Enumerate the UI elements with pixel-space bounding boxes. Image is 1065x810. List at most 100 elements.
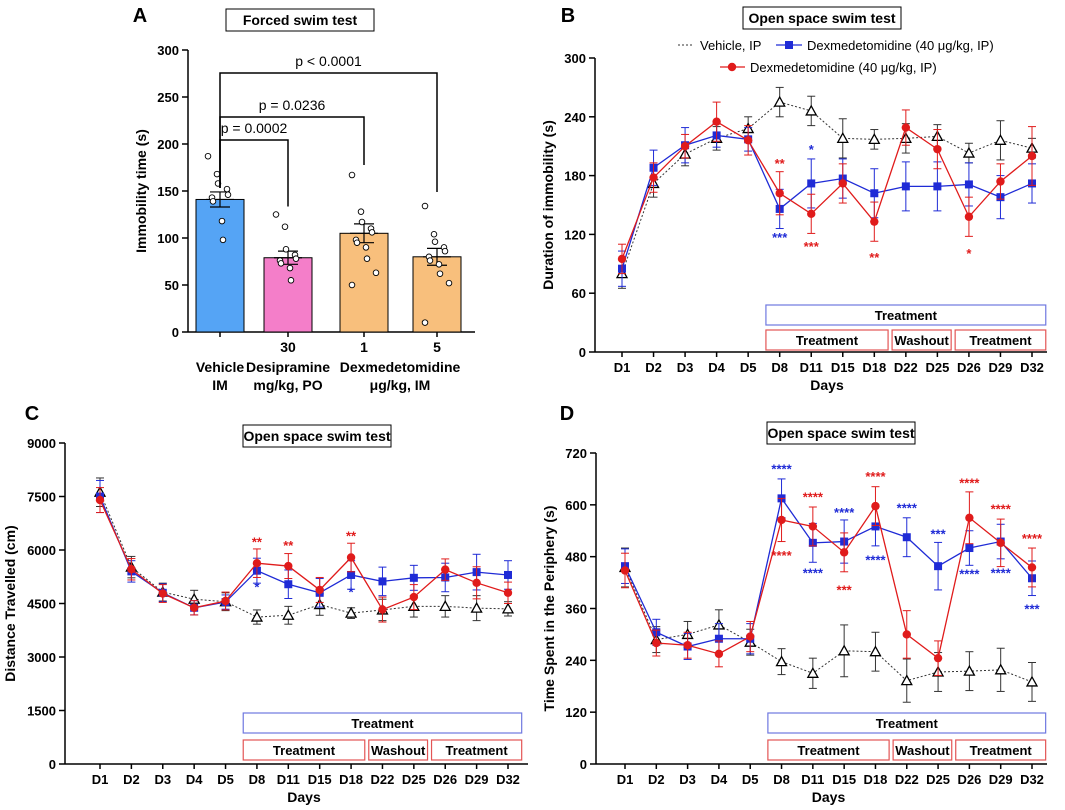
y-axis: 0 50 100 150 200 250 300 Immobility time (s) xyxy=(133,43,189,340)
x-tick-label: D3 xyxy=(679,772,696,787)
y-axis: 0 60 120 180 240 300 Duration of immobility (s… xyxy=(540,51,596,360)
data-point xyxy=(965,544,974,553)
data-point xyxy=(1025,675,1039,687)
data-point xyxy=(900,674,913,686)
significance-star: **** xyxy=(771,462,792,477)
x-tick-label: D15 xyxy=(832,772,856,787)
panel-letter: C xyxy=(25,403,39,425)
x-tick-label: D15 xyxy=(308,772,332,787)
significance-star: ** xyxy=(869,250,880,265)
data-point xyxy=(902,533,911,542)
x-tick-label: D8 xyxy=(249,772,266,787)
data-point xyxy=(95,495,105,505)
bracket-line xyxy=(219,72,438,193)
data-point xyxy=(775,655,788,667)
treatment-period-box xyxy=(242,712,523,734)
significance-star: **** xyxy=(865,552,886,567)
data-point xyxy=(281,223,289,230)
y-axis-label: Immobility time (s) xyxy=(133,129,149,253)
y-tick-label: 1500 xyxy=(27,704,56,719)
panel-title: Open space swim test xyxy=(243,428,390,444)
y-tick-label: 150 xyxy=(157,184,179,199)
data-point xyxy=(421,202,429,210)
data-point xyxy=(901,123,911,132)
series-line xyxy=(621,101,1033,274)
phase-box xyxy=(765,329,889,351)
series-blue xyxy=(618,123,1036,287)
data-point xyxy=(806,666,819,678)
significance-bracket: p < 0.0001 xyxy=(219,53,438,193)
data-point xyxy=(714,649,724,659)
data-point xyxy=(426,257,434,264)
significance-star: **** xyxy=(959,476,980,491)
data-point xyxy=(869,645,882,657)
phase-label: Treatment xyxy=(446,743,509,758)
data-point xyxy=(680,142,690,151)
data-point xyxy=(868,133,881,144)
data-point xyxy=(436,270,444,277)
y-axis-label: Duration of immobility (s) xyxy=(540,120,556,290)
significance-star: * xyxy=(809,142,815,157)
series-line xyxy=(624,504,1033,660)
data-point xyxy=(409,573,418,582)
y-tick-label: 60 xyxy=(572,286,586,301)
significance-star: *** xyxy=(837,583,853,598)
significance-star: *** xyxy=(930,527,946,542)
significance-star: **** xyxy=(991,565,1012,580)
data-point xyxy=(652,638,661,648)
data-point xyxy=(503,588,513,597)
y-tick-label: 0 xyxy=(172,325,179,340)
x-tick-label: D25 xyxy=(925,360,949,375)
phase-box xyxy=(368,739,429,761)
y-tick-label: 360 xyxy=(565,602,587,617)
data-point xyxy=(838,644,851,656)
series-red xyxy=(620,486,1037,676)
data-point xyxy=(871,501,880,511)
data-point xyxy=(409,592,419,602)
x-tick-label: D11 xyxy=(801,772,824,787)
data-point xyxy=(292,255,300,262)
data-point xyxy=(964,180,973,189)
treatment-period-box xyxy=(767,712,1047,734)
significance-star: **** xyxy=(959,566,980,581)
data-point xyxy=(353,239,361,246)
x-tick-label: D3 xyxy=(154,772,171,787)
y-tick-label: 480 xyxy=(565,550,587,565)
significance-star: * xyxy=(349,584,355,599)
series-line xyxy=(624,496,1033,648)
significance-star: **** xyxy=(897,501,918,516)
phase-label: Treatment xyxy=(273,743,336,758)
x-tick-label: D22 xyxy=(371,772,395,787)
series-line xyxy=(99,492,509,618)
y-axis-label: Time Spent in the Periphery (s) xyxy=(541,506,557,712)
y-tick-label: 240 xyxy=(564,110,586,125)
x-tick-label: D1 xyxy=(92,772,109,787)
significance-star: ** xyxy=(283,538,294,553)
y-tick-label: 300 xyxy=(564,51,586,66)
data-point xyxy=(501,602,515,614)
series-line xyxy=(621,120,1033,260)
data-point xyxy=(994,133,1007,145)
data-point xyxy=(472,578,481,588)
x-tick-label: D26 xyxy=(957,772,981,787)
data-point xyxy=(213,170,221,178)
x-tick-label: D29 xyxy=(989,360,1013,375)
data-point xyxy=(158,589,167,598)
data-point xyxy=(933,144,942,154)
series-line xyxy=(621,134,1033,269)
x-tick-label: D26 xyxy=(433,772,457,787)
panel-letter: D xyxy=(560,403,574,425)
data-point xyxy=(445,279,453,287)
significance-star: *** xyxy=(804,239,820,254)
x-axis-label: Days xyxy=(810,377,844,393)
series-red xyxy=(95,487,513,623)
phase-label: Treatment xyxy=(969,333,1032,348)
treatment-period-box xyxy=(765,304,1047,326)
data-point xyxy=(617,254,627,264)
x-axis-label: Days xyxy=(287,789,321,805)
data-point xyxy=(933,653,943,663)
x-tick-label: D11 xyxy=(277,772,300,787)
phase-box xyxy=(955,739,1047,761)
x-tick-label: D25 xyxy=(402,772,426,787)
data-point xyxy=(439,600,452,612)
